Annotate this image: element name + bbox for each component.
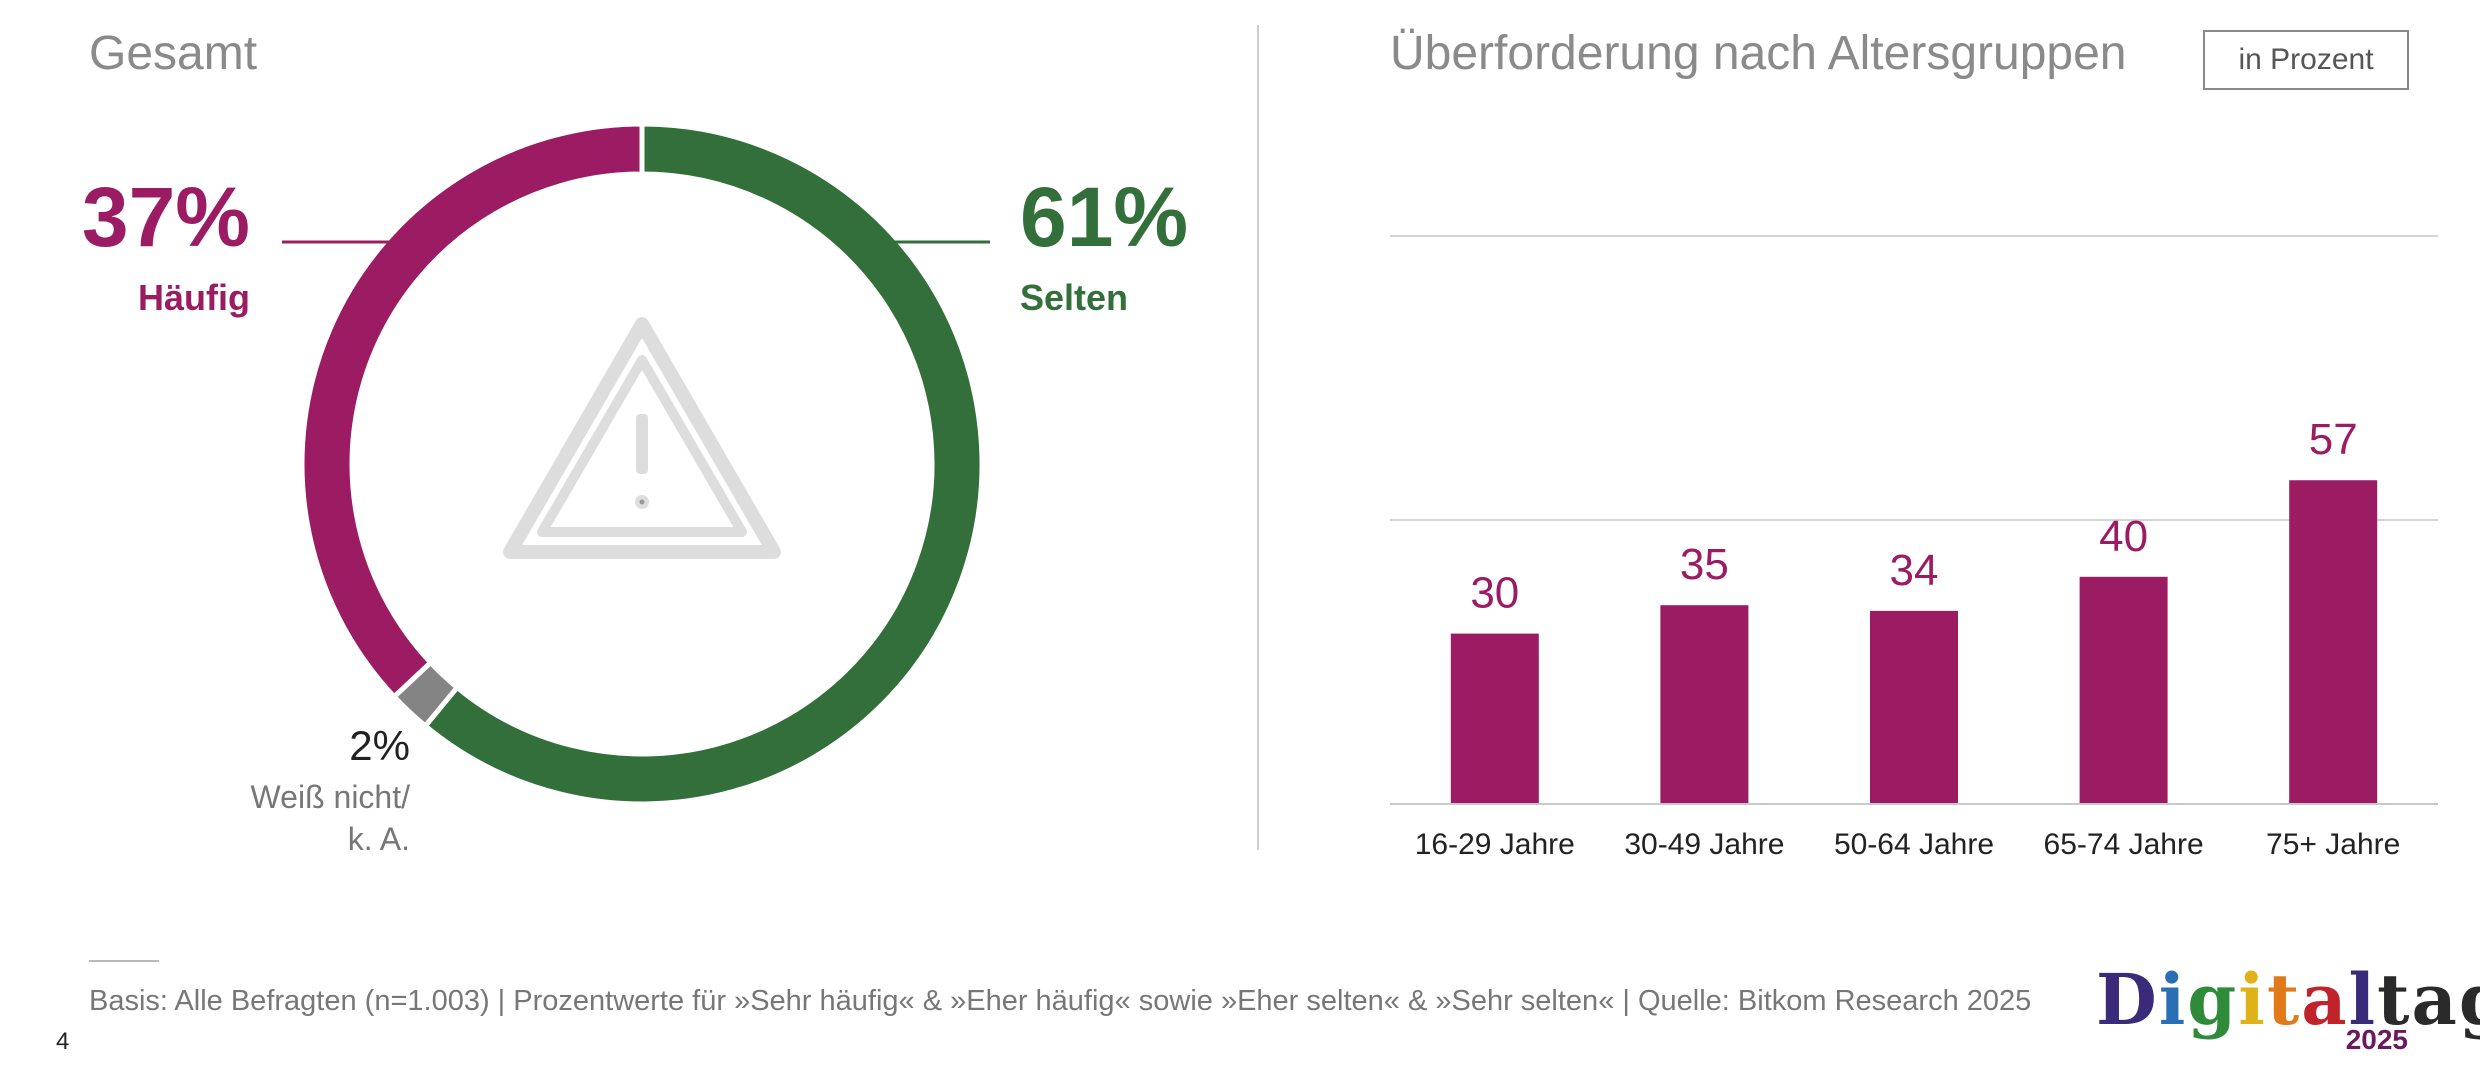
bar-value-label: 40 [2099, 512, 2148, 561]
bar-30-49-jahre [1660, 605, 1749, 804]
bar-chart: 30 16-29 Jahre 35 30-49 Jahre 34 50-64 Jahre 4… [1390, 235, 2438, 861]
logo-letter: D [2096, 958, 2159, 1041]
logo-letter: t [2377, 958, 2412, 1041]
logo-letter: l [2348, 958, 2378, 1041]
bar-value-label: 30 [1470, 569, 1519, 618]
gesamt-title: Gesamt [89, 27, 258, 80]
logo-letter: t [2266, 958, 2302, 1041]
logo-wordmark: Digitaltag [2096, 958, 2480, 1041]
unit-label: in Prozent [2203, 30, 2409, 90]
footer-rule [89, 960, 159, 962]
bar-16-29-jahre [1450, 633, 1539, 804]
digitaltag-logo: Digitaltag 2025 [2096, 958, 2480, 1058]
section-divider [1257, 25, 1259, 850]
value-label-haeufig: 37% [82, 170, 250, 264]
category-label-selten: Selten [1020, 277, 1128, 318]
bar-65-74-jahre [2079, 576, 2168, 804]
bar-value-label: 34 [1890, 546, 1939, 595]
bar-75-jahre [2289, 480, 2378, 804]
bar-category-label: 75+ Jahre [2266, 828, 2400, 861]
logo-letter: i [2158, 958, 2188, 1041]
bar-value-label: 57 [2309, 415, 2358, 464]
bar-category-label: 30-49 Jahre [1624, 828, 1784, 861]
bar-50-64-jahre [1870, 610, 1958, 804]
bar-category-label: 65-74 Jahre [2044, 828, 2204, 861]
bar-category-label: 16-29 Jahre [1415, 828, 1575, 861]
donut-slice-häufig [299, 121, 645, 701]
bar-category-label: 50-64 Jahre [1834, 828, 1994, 861]
donut-labels: 61% Selten 37% Häufig 2% Weiß nicht/k. A. [82, 170, 1188, 857]
value-label-selten: 61% [1020, 170, 1188, 264]
logo-letter: a [2301, 958, 2349, 1041]
logo-year: 2025 [2345, 1024, 2408, 1055]
category-label-weiss-nicht-line-1: Weiß nicht/ [251, 779, 411, 815]
page-number: 4 [56, 1028, 70, 1055]
footnote: Basis: Alle Befragten (n=1.003) | Prozen… [89, 985, 2032, 1017]
warning-triangle-icon [503, 317, 781, 559]
age-groups-title: Überforderung nach Altersgruppen [1390, 27, 2127, 80]
bar-value-label: 35 [1680, 540, 1729, 589]
donut-chart [299, 121, 985, 807]
category-label-weiss-nicht-line-2: k. A. [348, 821, 410, 857]
category-label-haeufig: Häufig [138, 277, 250, 318]
value-label-weiss-nicht: 2% [349, 722, 410, 769]
donut-slice-selten [421, 121, 985, 807]
logo-letter: a [2411, 958, 2459, 1041]
logo-letter: g [2459, 958, 2480, 1041]
logo-letter: g [2187, 958, 2239, 1041]
logo-letter: i [2238, 958, 2267, 1041]
